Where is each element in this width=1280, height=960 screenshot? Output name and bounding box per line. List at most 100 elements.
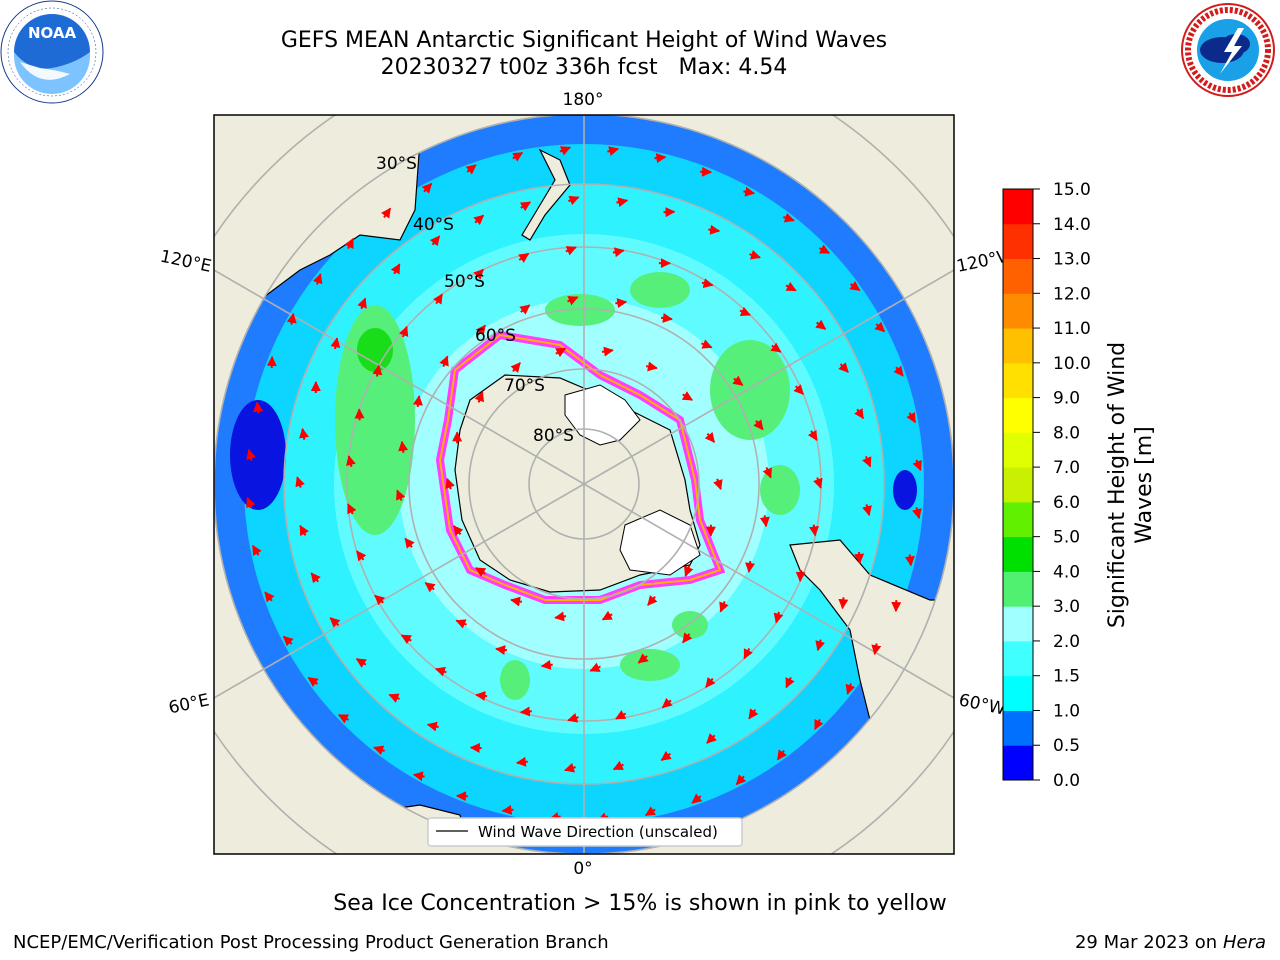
wave-direction-arrow — [785, 281, 797, 292]
lon-label-0: 0° — [573, 859, 592, 879]
colorbar — [1003, 189, 1033, 781]
wave-direction-arrow — [713, 478, 723, 491]
wave-direction-arrow — [705, 676, 716, 688]
wave-direction-arrow — [264, 591, 275, 603]
legend-box — [427, 817, 743, 847]
wave-direction-arrow — [773, 611, 784, 624]
noaa-logo-text: NOAA — [28, 24, 77, 42]
wave-direction-arrow — [647, 595, 658, 606]
wave-direction-arrow — [807, 429, 818, 442]
colorbar-label-line2: Waves [m] — [1132, 426, 1157, 543]
wave-direction-arrow — [854, 551, 865, 564]
wave-patch-3m — [335, 305, 415, 535]
wave-direction-arrow — [759, 515, 770, 528]
wave-direction-arrow — [607, 146, 620, 156]
wave-direction-arrow — [691, 793, 703, 804]
wave-direction-arrow — [770, 342, 782, 353]
wave-direction-arrow — [748, 708, 759, 720]
wave-direction-arrow — [682, 632, 693, 644]
wave-direction-arrow — [871, 643, 882, 656]
wave-direction-arrow — [708, 224, 721, 235]
wave-direction-arrow — [912, 507, 922, 520]
wave-direction-arrow — [795, 569, 806, 582]
colorbar-tick-label: 15.0 — [1053, 180, 1091, 200]
wave-direction-arrow — [381, 207, 392, 219]
wave-direction-arrow — [743, 648, 753, 660]
colorbar-segment — [1003, 223, 1033, 260]
colorbar-tick-label: 2.0 — [1053, 632, 1080, 652]
colorbar-tick-label: 1.0 — [1053, 701, 1080, 721]
colorbar-segment — [1003, 571, 1033, 607]
wave-direction-arrow — [355, 658, 367, 668]
wave-direction-arrow — [601, 610, 613, 621]
colorbar-segment — [1003, 397, 1033, 433]
wave-direction-arrow — [421, 182, 433, 194]
lat-label-60s: 60°S — [475, 326, 516, 346]
noaa-logo-icon: NOAA — [0, 0, 104, 104]
wave-direction-arrow — [862, 456, 872, 468]
wave-direction-arrow — [519, 706, 532, 717]
wave-direction-arrow — [845, 683, 856, 695]
wave-direction-arrow — [329, 617, 341, 628]
colorbar-tick-label: 1.5 — [1053, 667, 1080, 687]
wave-direction-arrow — [426, 721, 439, 732]
colorbar-segment — [1003, 640, 1033, 677]
weddell-ice-shelf — [619, 509, 701, 576]
colorbar-tick-label: 8.0 — [1053, 423, 1080, 443]
colorbar-tick-label: 9.0 — [1053, 389, 1080, 409]
colorbar-tick-label: 6.0 — [1053, 493, 1080, 513]
colorbar-segment — [1003, 328, 1033, 364]
colorbar-segment — [1003, 432, 1033, 468]
wave-direction-arrow — [753, 419, 764, 431]
wave-direction-arrow — [390, 263, 401, 275]
wave-direction-arrow — [564, 762, 576, 773]
wave-direction-arrow — [246, 496, 256, 509]
lat-label-70s: 70°S — [504, 376, 545, 396]
chart-title: GEFS MEAN Antarctic Significant Height o… — [280, 28, 888, 53]
wave-direction-arrow — [510, 362, 521, 373]
wave-direction-arrow — [473, 268, 484, 280]
wave-direction-arrow — [589, 662, 601, 672]
wave-direction-arrow — [412, 395, 423, 408]
colorbar-tick-label: 10.0 — [1053, 354, 1091, 374]
colorbar-tick-label: 13.0 — [1053, 250, 1091, 270]
wave-direction-arrow — [815, 639, 825, 652]
colorbar-tick-label: 7.0 — [1053, 458, 1080, 478]
wave-direction-arrow — [295, 476, 305, 488]
wave-direction-arrow — [469, 743, 482, 754]
colorbar-tick-label: 3.0 — [1053, 597, 1080, 617]
colorbar-tick-label: 0.5 — [1053, 736, 1080, 756]
chart-subtitle: 20230327 t00z 336h fcst Max: 4.54 — [380, 55, 788, 80]
wave-direction-arrow — [776, 749, 787, 761]
wave-direction-arrow — [347, 503, 357, 515]
wave-direction-arrow — [344, 237, 354, 250]
wave-direction-arrow — [495, 645, 508, 656]
wave-direction-arrow — [540, 659, 553, 670]
map-frame — [213, 114, 955, 855]
wave-direction-arrow — [706, 733, 717, 744]
wave-direction-arrow — [434, 666, 447, 677]
wave-direction-arrow — [501, 804, 514, 815]
colorbar-tick-label: 14.0 — [1053, 215, 1091, 235]
wave-direction-arrow — [701, 278, 714, 289]
wave-direction-arrow — [818, 244, 831, 254]
wave-direction-arrow — [404, 537, 415, 549]
wave-direction-arrow — [849, 281, 861, 292]
wave-direction-arrow — [783, 212, 795, 223]
wave-direction-arrow — [660, 312, 673, 323]
wave-direction-arrow — [512, 151, 524, 162]
wave-direction-arrow — [433, 293, 443, 305]
nws-logo-icon — [1181, 3, 1275, 97]
wave-direction-arrow — [519, 304, 531, 315]
wave-direction-arrow — [388, 693, 400, 703]
wave-direction-arrow — [330, 337, 341, 350]
wave-direction-arrow — [346, 455, 356, 468]
wave-direction-arrow — [473, 214, 485, 226]
wave-direction-arrow — [906, 412, 917, 424]
wave-direction-arrow — [874, 321, 886, 333]
wave-direction-arrow — [719, 601, 729, 613]
new-zealand-land — [521, 148, 571, 241]
wave-direction-arrow — [510, 596, 523, 607]
wave-direction-arrow — [519, 201, 532, 212]
